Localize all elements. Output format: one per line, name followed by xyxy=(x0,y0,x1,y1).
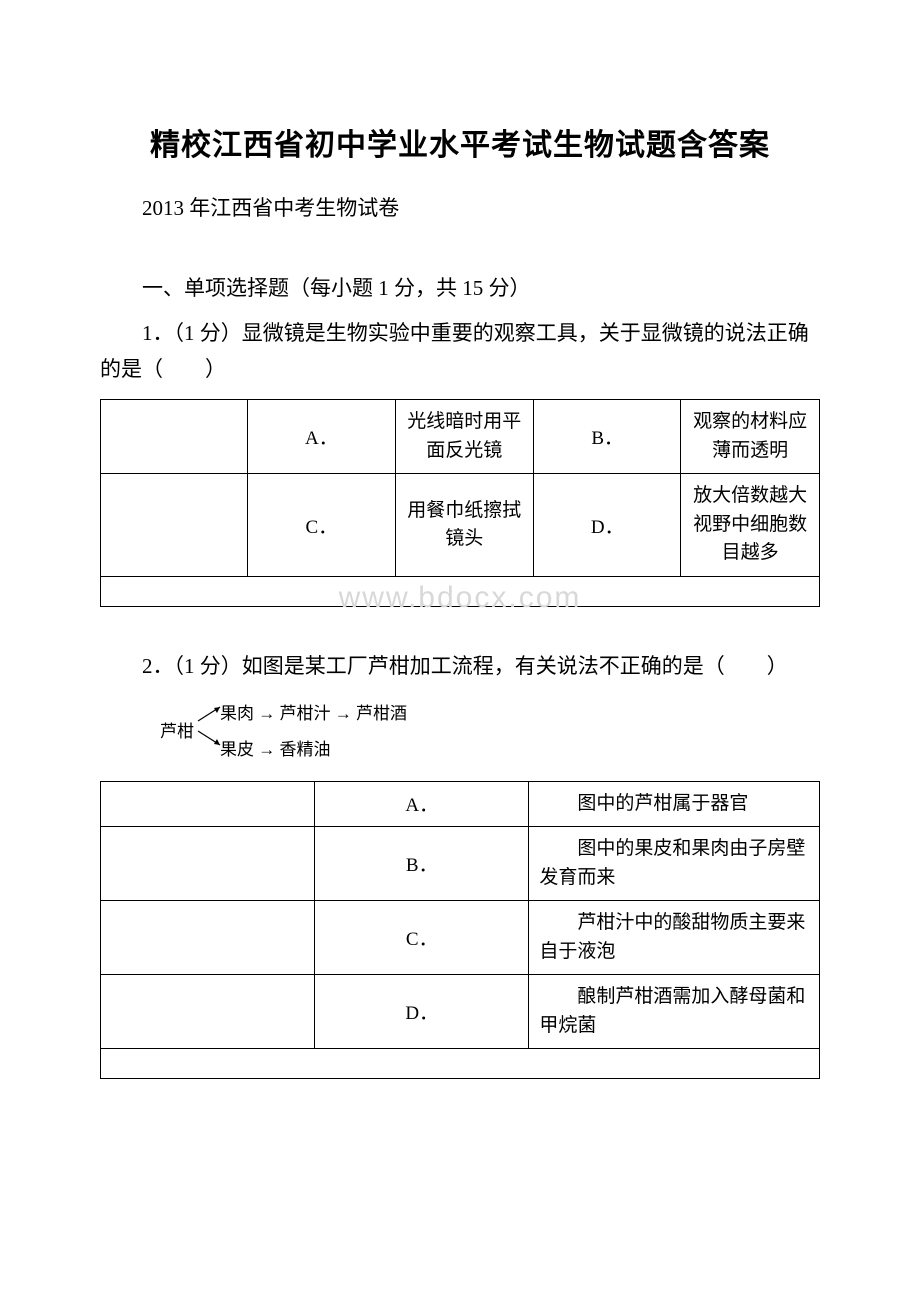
table-row: B． 图中的果皮和果肉由子房壁发育而来 xyxy=(101,827,820,901)
option-a-text: 光线暗时用平面反光镜 xyxy=(395,400,534,474)
page-title: 精校江西省初中学业水平考试生物试题含答案 xyxy=(100,120,820,164)
option-c-label: C． xyxy=(315,901,529,975)
blank-cell xyxy=(101,901,315,975)
blank-cell xyxy=(101,827,315,901)
section-header: 一、单项选择题（每小题 1 分，共 15 分） xyxy=(100,272,820,302)
question-1-options-table: A． 光线暗时用平面反光镜 B． 观察的材料应薄而透明 C． 用餐巾纸擦拭镜头 … xyxy=(100,399,820,607)
option-a-label: A． xyxy=(315,781,529,827)
option-d-label: D． xyxy=(315,975,529,1049)
option-b-label: B． xyxy=(315,827,529,901)
option-d-text: 酿制芦柑酒需加入酵母菌和甲烷菌 xyxy=(529,975,820,1049)
exam-subtitle: 2013 年江西省中考生物试卷 xyxy=(100,192,820,222)
option-a-label: A． xyxy=(248,400,395,474)
option-b-label: B． xyxy=(534,400,681,474)
blank-cell xyxy=(101,1049,820,1079)
blank-cell xyxy=(101,400,248,474)
blank-cell xyxy=(101,474,248,577)
table-row-empty xyxy=(101,576,820,606)
option-d-label: D． xyxy=(534,474,681,577)
table-row: D． 酿制芦柑酒需加入酵母菌和甲烷菌 xyxy=(101,975,820,1049)
blank-cell xyxy=(101,975,315,1049)
table-row: A． 图中的芦柑属于器官 xyxy=(101,781,820,827)
blank-cell xyxy=(101,781,315,827)
table-row: C． 芦柑汁中的酸甜物质主要来自于液泡 xyxy=(101,901,820,975)
option-d-text: 放大倍数越大视野中细胞数目越多 xyxy=(681,474,820,577)
option-b-text: 图中的果皮和果肉由子房壁发育而来 xyxy=(529,827,820,901)
option-b-text: 观察的材料应薄而透明 xyxy=(681,400,820,474)
diagram-root-node: 芦柑 xyxy=(160,719,194,745)
table-row-empty xyxy=(101,1049,820,1079)
option-a-text: 图中的芦柑属于器官 xyxy=(529,781,820,827)
question-2-text: 2．（1 分）如图是某工厂芦柑加工流程，有关说法不正确的是（ ） xyxy=(100,649,820,685)
diagram-branch-1: 果肉 → 芦柑汁 → 芦柑酒 xyxy=(220,701,407,727)
question-1-text: 1．（1 分）显微镜是生物实验中重要的观察工具，关于显微镜的说法正确的是（ ） xyxy=(100,316,820,387)
question-2-options-table: A． 图中的芦柑属于器官 B． 图中的果皮和果肉由子房壁发育而来 C． 芦柑汁中… xyxy=(100,781,820,1080)
table-row: C． 用餐巾纸擦拭镜头 D． 放大倍数越大视野中细胞数目越多 xyxy=(101,474,820,577)
diagram-branch-2: 果皮 → 香精油 xyxy=(220,737,331,763)
option-c-label: C． xyxy=(248,474,395,577)
option-c-text: 用餐巾纸擦拭镜头 xyxy=(395,474,534,577)
option-c-text: 芦柑汁中的酸甜物质主要来自于液泡 xyxy=(529,901,820,975)
blank-cell xyxy=(101,576,820,606)
question-2-diagram: 芦柑 果肉 → 芦柑汁 → 芦柑酒 果皮 → 香精油 xyxy=(160,697,820,765)
table-row: A． 光线暗时用平面反光镜 B． 观察的材料应薄而透明 xyxy=(101,400,820,474)
